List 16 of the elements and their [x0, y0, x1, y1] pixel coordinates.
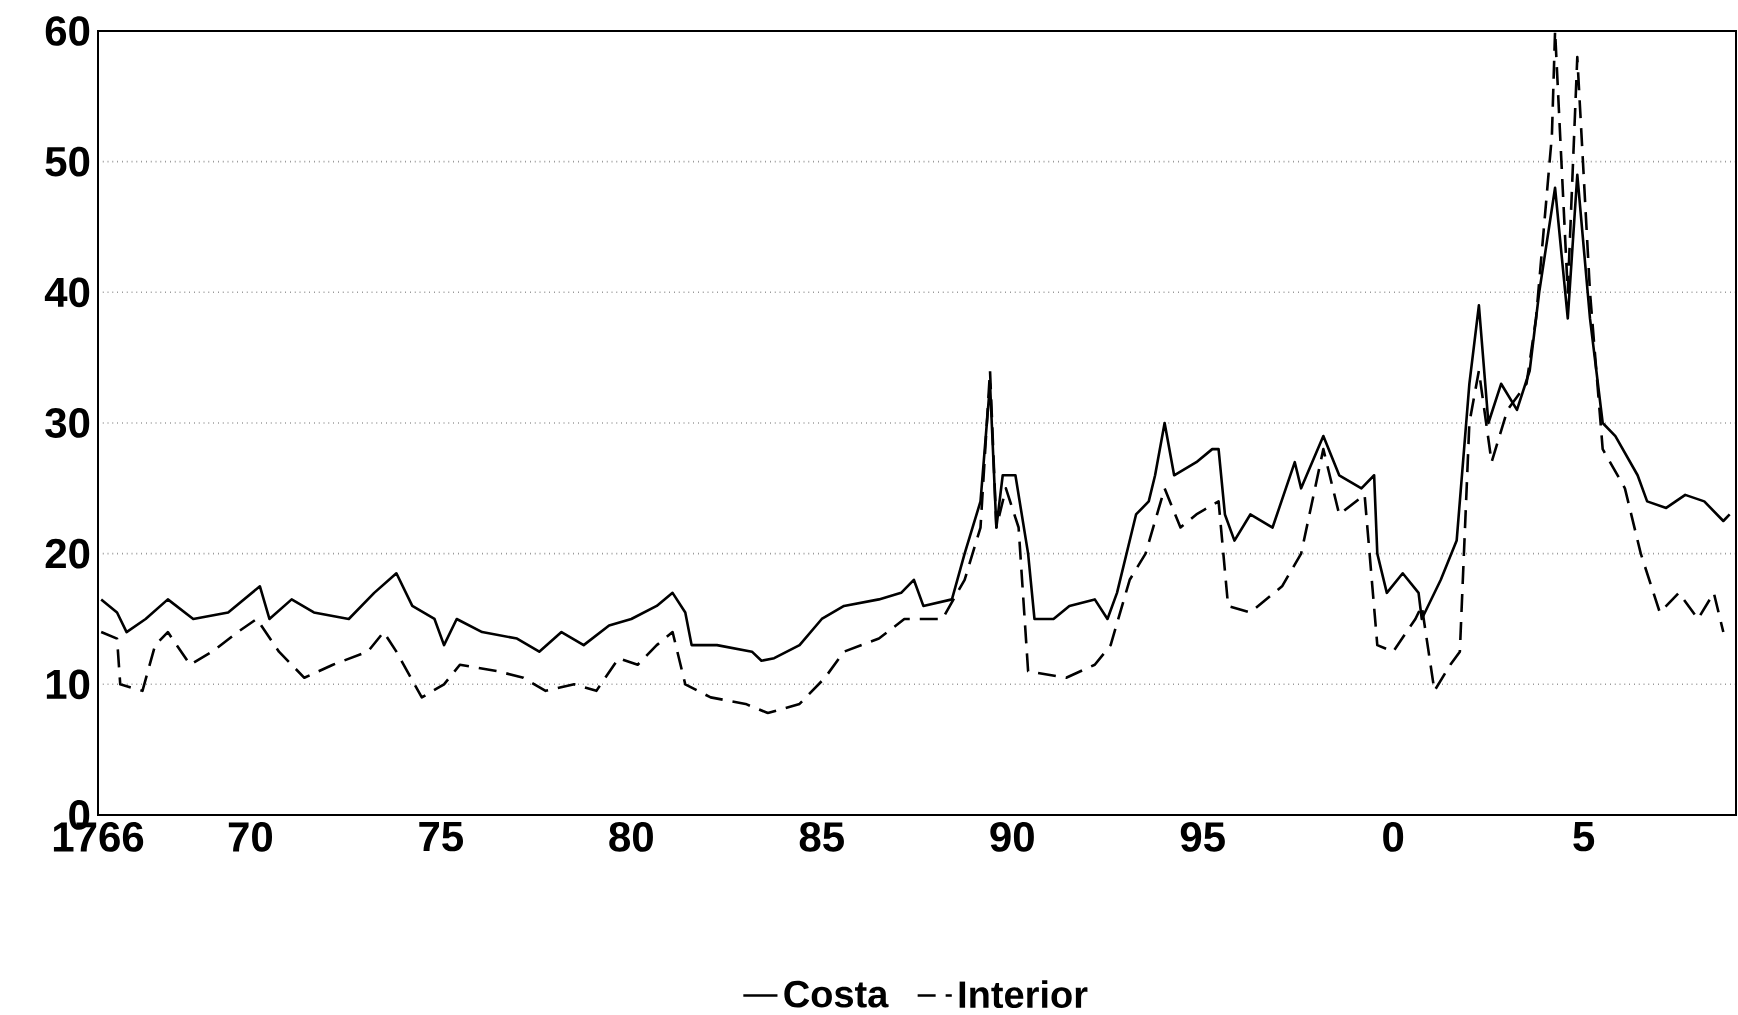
x-tick-label: 85: [799, 822, 844, 852]
legend-label: Interior: [959, 980, 1088, 1009]
x-tick-label: 75: [419, 822, 464, 852]
y-tick-label: 10: [46, 669, 90, 700]
y-tick-label: 30: [45, 408, 90, 438]
y-tick-label: 40: [44, 277, 90, 308]
x-tick-label: 5: [1573, 822, 1595, 852]
y-tick-label: 60: [45, 16, 90, 46]
x-tick-label: 95: [1180, 822, 1225, 852]
y-tick-label: 20: [45, 538, 90, 569]
x-tick-label: 70: [228, 822, 273, 852]
legend-label: Costa: [784, 980, 889, 1008]
x-tick-label: 90: [990, 822, 1034, 852]
x-tick-label: 80: [609, 822, 653, 852]
x-tick-label: 0: [1383, 822, 1404, 852]
y-tick-label: 50: [45, 146, 90, 177]
